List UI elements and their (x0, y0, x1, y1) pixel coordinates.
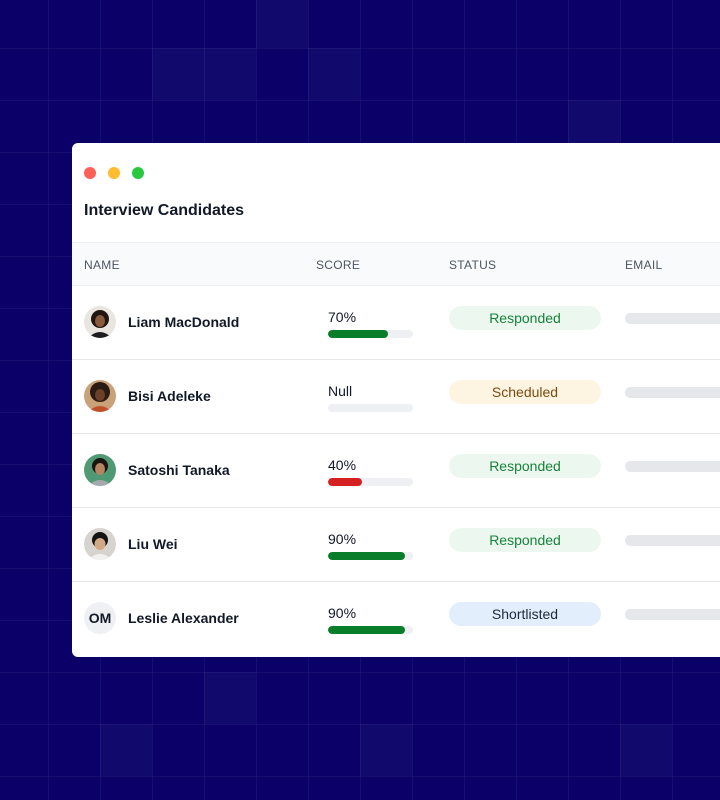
table-row[interactable]: OM Leslie Alexander 90% Shortlisted (72, 582, 720, 656)
bg-tile (100, 724, 152, 776)
page-title: Interview Candidates (84, 202, 245, 219)
table-row[interactable]: Bisi Adeleke Null Scheduled (72, 360, 720, 434)
bg-tile (360, 724, 412, 776)
bg-tile (620, 724, 672, 776)
email-placeholder (625, 609, 720, 620)
score-bar (328, 626, 413, 634)
email-placeholder (625, 535, 720, 546)
score-value: 40% (328, 457, 357, 473)
column-header-email: EMAIL (625, 258, 663, 272)
candidate-name: Satoshi Tanaka (128, 462, 230, 478)
score-bar (328, 552, 413, 560)
user-photo-icon (84, 528, 116, 560)
score-value: 90% (328, 605, 357, 621)
column-header-score: SCORE (316, 258, 361, 272)
window-controls (84, 167, 144, 179)
score-value: Null (328, 383, 353, 399)
bg-tile (204, 672, 256, 724)
status-badge: Responded (449, 454, 601, 478)
maximize-window-button[interactable] (132, 167, 144, 179)
bg-tile (152, 48, 204, 100)
bg-tile (256, 0, 308, 48)
status-badge: Shortlisted (449, 602, 601, 626)
avatar (84, 306, 116, 338)
avatar-initials: OM (84, 602, 116, 634)
score-bar-fill (328, 330, 388, 338)
user-photo-icon (84, 380, 116, 412)
bg-tile (204, 48, 256, 100)
user-photo-icon (84, 454, 116, 486)
avatar (84, 528, 116, 560)
candidate-name: Liam MacDonald (128, 314, 240, 330)
score-value: 90% (328, 531, 357, 547)
status-badge: Responded (449, 306, 601, 330)
table-header: NAME SCORE STATUS EMAIL (72, 242, 720, 286)
status-badge: Responded (449, 528, 601, 552)
score-bar-fill (328, 552, 405, 560)
table-row[interactable]: Liam MacDonald 70% Responded (72, 286, 720, 360)
email-placeholder (625, 313, 720, 324)
score-bar-fill (328, 626, 405, 634)
email-placeholder (625, 387, 720, 398)
score-bar-fill (328, 478, 362, 486)
table-row[interactable]: Satoshi Tanaka 40% Responded (72, 434, 720, 508)
column-header-status: STATUS (449, 258, 497, 272)
score-value: 70% (328, 309, 357, 325)
user-photo-icon (84, 306, 116, 338)
candidate-name: Bisi Adeleke (128, 388, 211, 404)
close-window-button[interactable] (84, 167, 96, 179)
status-badge: Scheduled (449, 380, 601, 404)
score-bar (328, 404, 413, 412)
avatar (84, 380, 116, 412)
email-placeholder (625, 461, 720, 472)
candidate-name: Leslie Alexander (128, 610, 239, 626)
candidate-name: Liu Wei (128, 536, 178, 552)
bg-tile (308, 48, 360, 100)
column-header-name: NAME (84, 258, 120, 272)
table-row[interactable]: Liu Wei 90% Responded (72, 508, 720, 582)
minimize-window-button[interactable] (108, 167, 120, 179)
candidates-window: Interview Candidates NAME SCORE STATUS E… (72, 143, 720, 657)
score-bar (328, 330, 413, 338)
avatar (84, 454, 116, 486)
score-bar (328, 478, 413, 486)
